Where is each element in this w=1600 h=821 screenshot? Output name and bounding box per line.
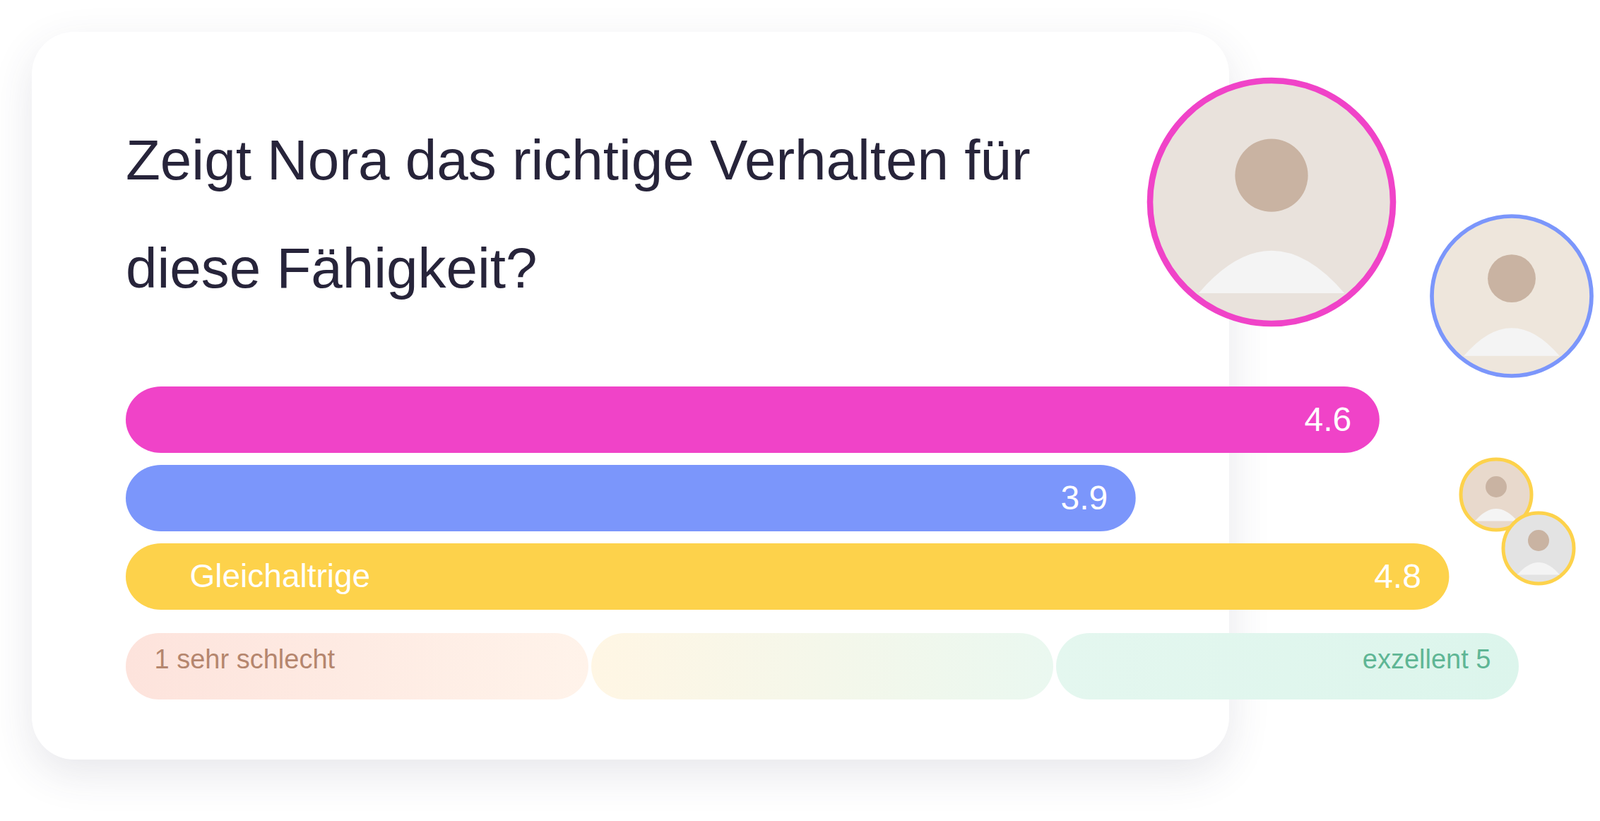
svg-text:3.9: 3.9 xyxy=(1060,478,1108,517)
html-text:Zeigt Nora das richtige Verhal: Zeigt Nora das richtige Verhalten für di… xyxy=(125,128,1031,300)
svg-text:1 sehr schlecht: 1 sehr schlecht xyxy=(154,644,336,674)
svg-text:4.6: 4.6 xyxy=(1304,400,1353,438)
svg-text:exzellent 5: exzellent 5 xyxy=(1362,644,1492,674)
svg-text:Gleichaltrige: Gleichaltrige xyxy=(190,557,371,595)
svg-text:4.8: 4.8 xyxy=(1373,557,1422,595)
